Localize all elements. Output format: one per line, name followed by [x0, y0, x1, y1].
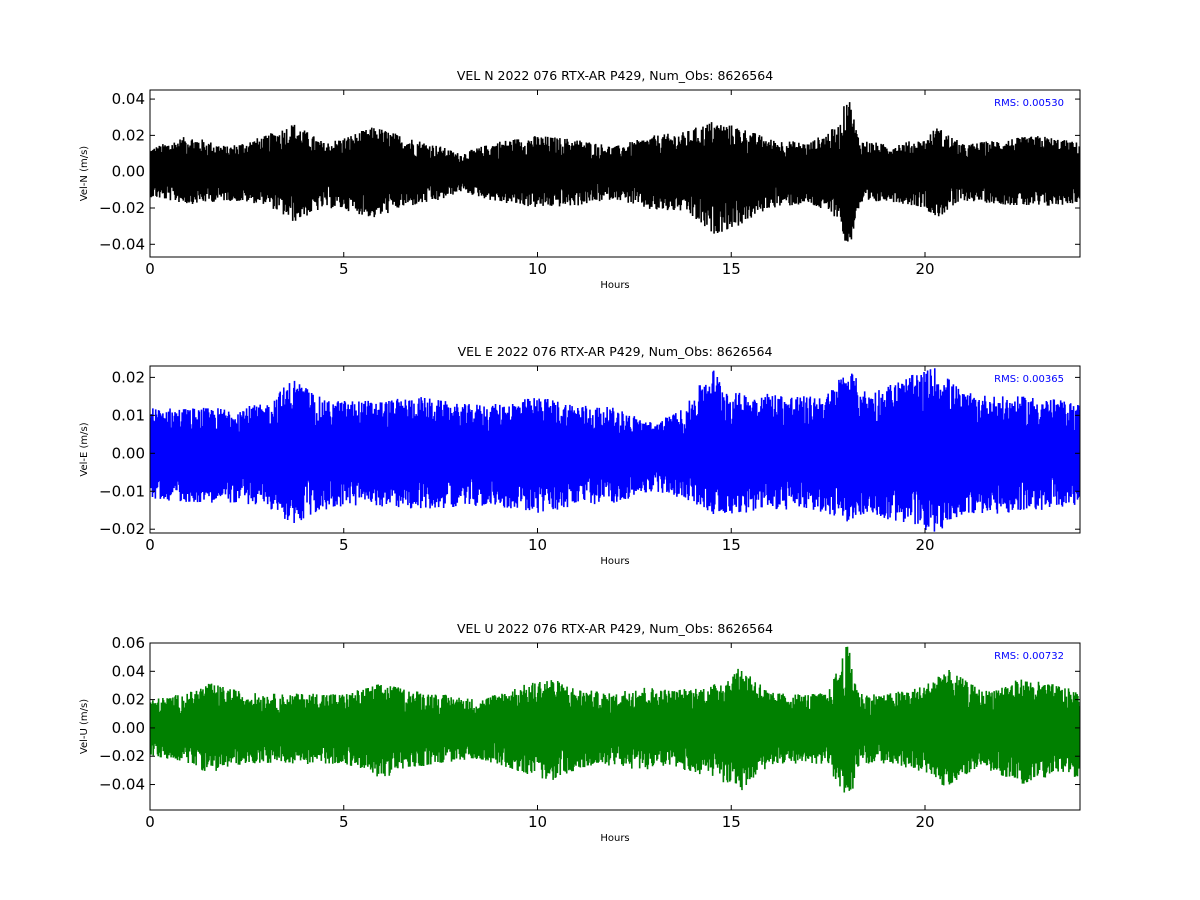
x-axis-label: Hours — [600, 280, 629, 291]
x-tick-label: 15 — [722, 260, 741, 278]
y-tick-label: 0.00 — [112, 444, 145, 462]
y-axis-label: Vel-E (m/s) — [79, 422, 90, 476]
y-tick-label: 0.02 — [112, 368, 145, 386]
x-tick-label: 5 — [339, 260, 349, 278]
series-line — [150, 646, 1080, 793]
y-axis-label: Vel-U (m/s) — [79, 699, 90, 754]
x-tick-label: 5 — [339, 813, 349, 831]
panel-east: 0 5 10 15 20 −0.02 −0.01 0.00 0.01 0.02 VEL E 2022… — [79, 344, 1081, 567]
x-tick-label: 15 — [722, 813, 741, 831]
x-tick-label: 10 — [528, 536, 547, 554]
series-line — [150, 368, 1080, 532]
x-tick-label: 0 — [145, 813, 155, 831]
axes-frame — [149, 365, 1081, 534]
y-tick-label: 0.04 — [112, 90, 145, 108]
x-tick-label: 5 — [339, 536, 349, 554]
y-tick-label: 0.00 — [112, 719, 145, 737]
axes-frame — [149, 89, 1081, 258]
x-tick-label: 10 — [528, 813, 547, 831]
y-tick-label: −0.02 — [99, 747, 145, 765]
x-tick-label: 20 — [915, 260, 934, 278]
y-tick-label: −0.04 — [99, 776, 145, 794]
y-tick-label: 0.06 — [112, 634, 145, 652]
y-tick-label: 0.02 — [112, 126, 145, 144]
x-tick-label: 0 — [145, 536, 155, 554]
y-tick-label: 0.04 — [112, 662, 145, 680]
chart-title: VEL E 2022 076 RTX-AR P429, Num_Obs: 862… — [458, 344, 773, 359]
y-tick-label: 0.02 — [112, 691, 145, 709]
x-tick-label: 10 — [528, 260, 547, 278]
y-tick-label: 0.00 — [112, 163, 145, 181]
axes-frame — [149, 642, 1081, 811]
y-axis-label: Vel-N (m/s) — [79, 146, 90, 201]
x-tick-label: 15 — [722, 536, 741, 554]
chart-title: VEL U 2022 076 RTX-AR P429, Num_Obs: 862… — [457, 621, 773, 636]
chart-title: VEL N 2022 076 RTX-AR P429, Num_Obs: 862… — [457, 68, 773, 83]
x-tick-label: 0 — [145, 260, 155, 278]
y-tick-label: −0.04 — [99, 235, 145, 253]
x-tick-label: 20 — [915, 813, 934, 831]
x-axis-label: Hours — [600, 833, 629, 844]
y-tick-label: −0.01 — [99, 482, 145, 500]
x-axis-label: Hours — [600, 556, 629, 567]
panel-up: 0 5 10 15 20 −0.04 −0.02 0.00 0.02 0.04 0.06 VEL U … — [79, 621, 1081, 844]
rms-annotation: RMS: 0.00365 — [994, 374, 1064, 385]
y-tick-label: 0.01 — [112, 406, 145, 424]
rms-annotation: RMS: 0.00732 — [994, 651, 1064, 662]
x-tick-label: 20 — [915, 536, 934, 554]
panel-north: 0 5 10 15 20 −0.04 −0.02 0.00 0.02 0.04 VEL N 2022… — [79, 68, 1081, 291]
y-tick-label: −0.02 — [99, 199, 145, 217]
series-line — [150, 102, 1080, 242]
rms-annotation: RMS: 0.00530 — [994, 98, 1064, 109]
y-tick-label: −0.02 — [99, 520, 145, 538]
